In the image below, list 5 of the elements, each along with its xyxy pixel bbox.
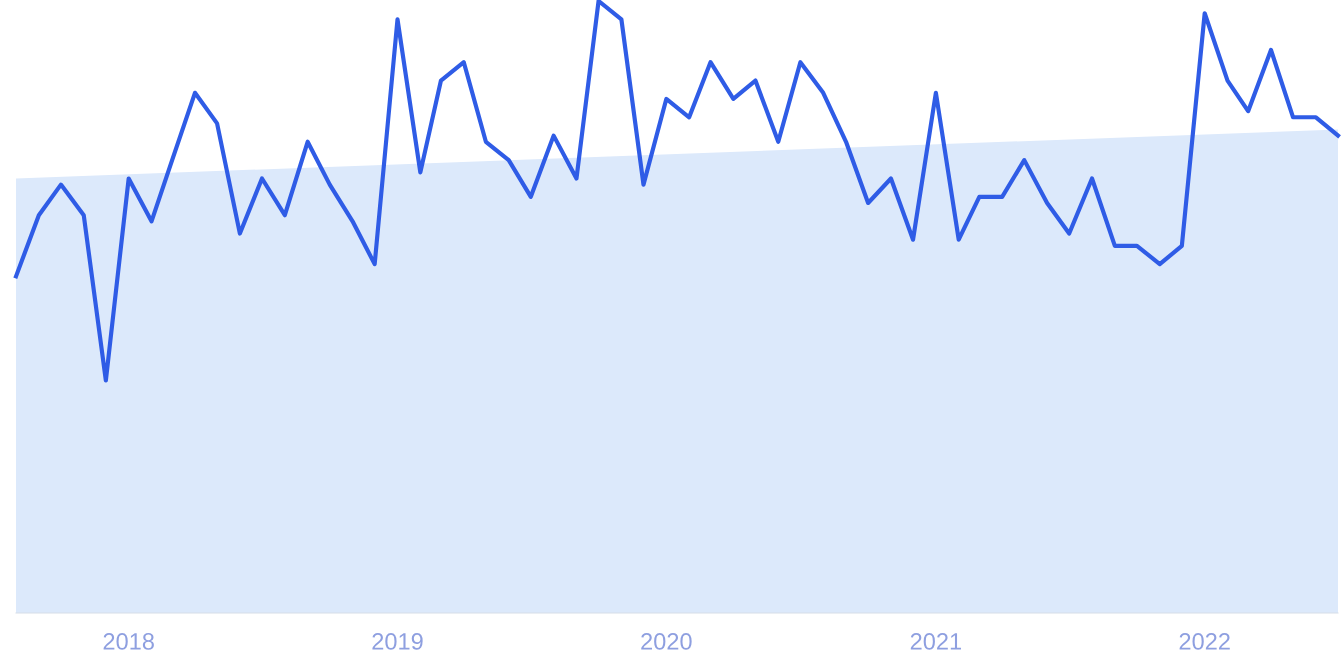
x-tick-label: 2021: [910, 633, 961, 650]
x-tick-label: 2019: [372, 633, 423, 650]
x-tick-label: 2020: [641, 633, 692, 650]
x-tick-label: 2022: [1179, 633, 1230, 650]
x-tick-label: 2018: [103, 633, 154, 650]
